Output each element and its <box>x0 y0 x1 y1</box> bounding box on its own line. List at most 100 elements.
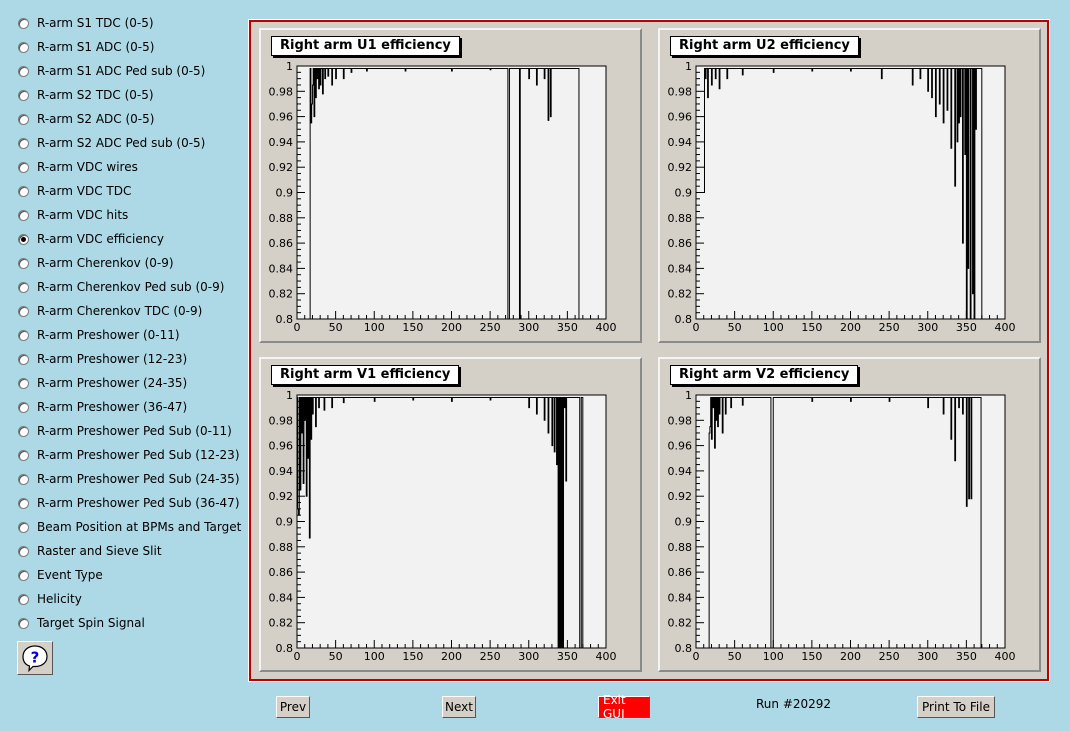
y-tick-label: 0.88 <box>269 212 294 225</box>
next-button[interactable]: Next <box>442 696 476 718</box>
radio-button[interactable] <box>18 497 29 509</box>
prev-button[interactable]: Prev <box>276 696 310 718</box>
option-label: R-arm Preshower Ped Sub (36-47) <box>37 496 240 510</box>
radio-button[interactable] <box>18 353 29 365</box>
histogram-option-12[interactable]: R-arm Cherenkov Ped sub (0-9) <box>18 277 224 297</box>
x-tick-label: 200 <box>840 650 861 663</box>
histogram-option-7[interactable]: R-arm VDC wires <box>18 157 138 177</box>
option-label: R-arm VDC efficiency <box>37 232 165 246</box>
histogram-canvas: 0 50 100 150 200 250 300 350 400 0.8 0.82 0.84 0.86 0… <box>248 19 1050 682</box>
histogram-option-3[interactable]: R-arm S1 ADC Ped sub (0-5) <box>18 61 205 81</box>
radio-button[interactable] <box>18 425 29 437</box>
histogram-option-16[interactable]: R-arm Preshower (24-35) <box>18 373 187 393</box>
radio-button[interactable] <box>18 521 29 533</box>
histogram-option-19[interactable]: R-arm Preshower Ped Sub (12-23) <box>18 445 240 465</box>
radio-button[interactable] <box>18 257 29 269</box>
option-label: R-arm VDC hits <box>37 208 129 222</box>
option-label: R-arm S1 ADC Ped sub (0-5) <box>37 64 206 78</box>
x-tick-label: 150 <box>801 650 822 663</box>
option-label: R-arm S1 ADC (0-5) <box>37 40 155 54</box>
histogram-option-15[interactable]: R-arm Preshower (12-23) <box>18 349 187 369</box>
y-tick-label: 0.88 <box>668 541 693 554</box>
histogram-option-18[interactable]: R-arm Preshower Ped Sub (0-11) <box>18 421 232 441</box>
y-tick-label: 0.8 <box>675 313 693 326</box>
svg-text:?: ? <box>31 649 40 667</box>
radio-button[interactable] <box>18 185 29 197</box>
histogram-option-4[interactable]: R-arm S2 TDC (0-5) <box>18 85 154 105</box>
radio-button[interactable] <box>18 545 29 557</box>
radio-button[interactable] <box>18 209 29 221</box>
y-tick-label: 1 <box>286 389 293 402</box>
histogram-pad-3: 0 50 100 150 200 250 300 350 400 0.8 0.82 0.84 0.86 0… <box>259 357 642 672</box>
histogram-option-13[interactable]: R-arm Cherenkov TDC (0-9) <box>18 301 202 321</box>
y-tick-label: 0.98 <box>668 414 693 427</box>
radio-button[interactable] <box>18 473 29 485</box>
histogram-option-8[interactable]: R-arm VDC TDC <box>18 181 131 201</box>
x-tick-label: 100 <box>763 650 784 663</box>
histogram-option-2[interactable]: R-arm S1 ADC (0-5) <box>18 37 154 57</box>
x-tick-label: 100 <box>763 321 784 334</box>
x-tick-label: 400 <box>995 321 1016 334</box>
y-tick-label: 0.94 <box>269 465 294 478</box>
x-tick-label: 350 <box>557 321 578 334</box>
radio-button[interactable] <box>18 233 29 245</box>
print-to-file-button[interactable]: Print To File <box>917 696 995 718</box>
y-tick-label: 0.86 <box>269 237 294 250</box>
radio-button[interactable] <box>18 617 29 629</box>
radio-button[interactable] <box>18 401 29 413</box>
radio-button[interactable] <box>18 329 29 341</box>
y-tick-label: 1 <box>685 389 692 402</box>
histogram-option-10[interactable]: R-arm VDC efficiency <box>18 229 164 249</box>
radio-button[interactable] <box>18 41 29 53</box>
radio-button[interactable] <box>18 377 29 389</box>
histogram-line <box>296 397 584 649</box>
radio-button[interactable] <box>18 281 29 293</box>
histogram-option-6[interactable]: R-arm S2 ADC Ped sub (0-5) <box>18 133 205 153</box>
histogram-option-9[interactable]: R-arm VDC hits <box>18 205 128 225</box>
radio-button[interactable] <box>18 161 29 173</box>
y-tick-label: 0.84 <box>668 262 693 275</box>
histogram-option-1[interactable]: R-arm S1 TDC (0-5) <box>18 13 154 33</box>
exit-gui-button[interactable]: Exit GUI <box>598 693 650 721</box>
x-tick-label: 200 <box>441 321 462 334</box>
histogram-option-11[interactable]: R-arm Cherenkov (0-9) <box>18 253 174 273</box>
radio-button[interactable] <box>18 449 29 461</box>
histogram-plot: 0 50 100 150 200 250 300 350 400 0.8 0.82 0.84 0.86 0… <box>269 389 617 663</box>
radio-button[interactable] <box>18 89 29 101</box>
radio-button[interactable] <box>18 137 29 149</box>
x-tick-label: 50 <box>329 321 343 334</box>
radio-button[interactable] <box>18 305 29 317</box>
histogram-option-14[interactable]: R-arm Preshower (0-11) <box>18 325 180 345</box>
histogram-title: Right arm U1 efficiency <box>271 36 460 56</box>
y-tick-label: 0.84 <box>269 262 294 275</box>
y-tick-label: 0.92 <box>668 161 693 174</box>
x-tick-label: 250 <box>480 650 501 663</box>
y-tick-label: 0.86 <box>668 566 693 579</box>
y-tick-label: 0.9 <box>276 187 294 200</box>
radio-button[interactable] <box>18 113 29 125</box>
histogram-option-23[interactable]: Raster and Sieve Slit <box>18 541 162 561</box>
x-tick-label: 50 <box>329 650 343 663</box>
x-tick-label: 200 <box>441 650 462 663</box>
y-tick-label: 0.98 <box>269 85 294 98</box>
radio-button[interactable] <box>18 593 29 605</box>
histogram-option-26[interactable]: Target Spin Signal <box>18 613 145 633</box>
histogram-option-17[interactable]: R-arm Preshower (36-47) <box>18 397 187 417</box>
histogram-option-25[interactable]: Helicity <box>18 589 82 609</box>
histogram-option-20[interactable]: R-arm Preshower Ped Sub (24-35) <box>18 469 240 489</box>
histogram-option-22[interactable]: Beam Position at BPMs and Target <box>18 517 241 537</box>
x-tick-label: 350 <box>956 321 977 334</box>
radio-button[interactable] <box>18 17 29 29</box>
option-label: R-arm VDC TDC <box>37 184 132 198</box>
histogram-option-24[interactable]: Event Type <box>18 565 103 585</box>
histogram-option-21[interactable]: R-arm Preshower Ped Sub (36-47) <box>18 493 240 513</box>
radio-button[interactable] <box>18 65 29 77</box>
option-label: R-arm S2 TDC (0-5) <box>37 88 154 102</box>
radio-button[interactable] <box>18 569 29 581</box>
y-tick-label: 0.84 <box>668 591 693 604</box>
histogram-title: Right arm U2 efficiency <box>670 36 859 56</box>
histogram-plot: 0 50 100 150 200 250 300 350 400 0.8 0.82 0.84 0.86 0… <box>668 60 1016 334</box>
y-tick-label: 0.96 <box>668 440 693 453</box>
help-button[interactable]: ? <box>17 641 53 675</box>
histogram-option-5[interactable]: R-arm S2 ADC (0-5) <box>18 109 154 129</box>
